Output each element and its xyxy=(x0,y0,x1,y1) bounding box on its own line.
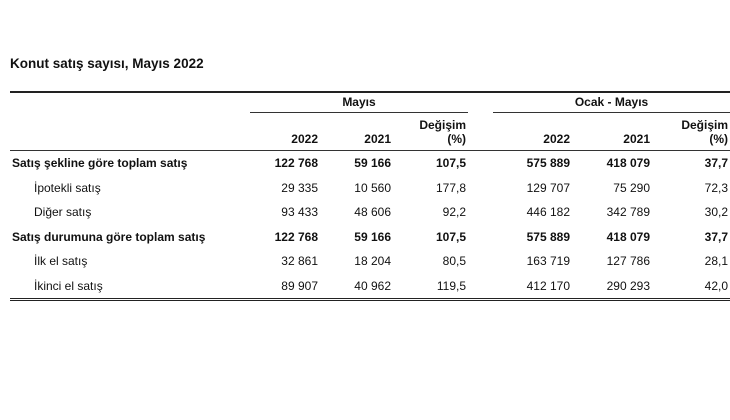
value-cell: 42,0 xyxy=(652,273,730,301)
value-cell: 18 204 xyxy=(354,254,391,269)
value-cell: 80,5 xyxy=(442,254,466,269)
value-cell: 177,8 xyxy=(435,180,466,195)
value-cell: 93 433 xyxy=(281,205,318,220)
value-cell: 72,3 xyxy=(704,180,729,195)
table-row: İkinci el satış 89 907 40 962 119,5 412 170 2… xyxy=(10,273,730,301)
change-header: Değişim xyxy=(681,118,729,132)
value-cell: 446 182 xyxy=(526,205,570,220)
table-title: Konut satış sayısı, Mayıs 2022 xyxy=(10,56,204,71)
value-cell: 107,5 xyxy=(435,229,466,244)
spacer-cell xyxy=(468,176,493,201)
value-cell: 418 079 xyxy=(606,229,650,244)
year-header: 2022 xyxy=(493,132,572,151)
change-header: Değişim xyxy=(419,118,466,132)
value-cell: 119,5 xyxy=(393,273,468,301)
value-cell: 75 290 xyxy=(613,180,650,195)
value-cell: 290 293 xyxy=(572,273,652,301)
year-header: 2022 xyxy=(250,132,320,151)
year-header: 2021 xyxy=(572,132,652,151)
value-cell: 107,5 xyxy=(435,156,466,171)
group-header-mayis: Mayıs xyxy=(250,92,468,113)
value-cell: 28,1 xyxy=(704,254,729,269)
spacer-cell xyxy=(468,249,493,274)
value-cell: 127 786 xyxy=(606,254,650,269)
change-unit: (%) xyxy=(393,132,468,151)
value-cell: 418 079 xyxy=(606,156,650,171)
value-cell: 40 962 xyxy=(320,273,393,301)
group-header-row: Mayıs Ocak - Mayıs xyxy=(10,92,730,113)
value-cell: 575 889 xyxy=(526,229,570,244)
value-cell: 10 560 xyxy=(354,180,391,195)
value-cell: 30,2 xyxy=(704,205,729,220)
spacer-cell xyxy=(468,200,493,225)
table-row: İpotekli satış 29 335 10 560 177,8 129 707 75… xyxy=(10,176,730,201)
value-cell: 37,7 xyxy=(704,229,729,244)
value-cell: 163 719 xyxy=(526,254,570,269)
value-cell: 92,2 xyxy=(442,205,466,220)
value-cell: 412 170 xyxy=(493,273,572,301)
value-cell: 122 768 xyxy=(274,156,318,171)
table-row: Diğer satış 93 433 48 606 92,2 446 182 342 78… xyxy=(10,200,730,225)
value-cell: 129 707 xyxy=(526,180,570,195)
row-label: Satış şekline göre toplam satış xyxy=(12,156,188,171)
value-cell: 575 889 xyxy=(526,156,570,171)
spacer-cell xyxy=(468,273,493,301)
change-header-row: Değişim Değişim xyxy=(10,113,730,132)
value-cell: 89 907 xyxy=(250,273,320,301)
year-header: 2021 xyxy=(320,132,393,151)
value-cell: 48 606 xyxy=(354,205,391,220)
row-label: İkinci el satış xyxy=(10,273,250,301)
value-cell: 59 166 xyxy=(354,229,391,244)
row-label: Satış durumuna göre toplam satış xyxy=(12,229,206,244)
value-cell: 32 861 xyxy=(281,254,318,269)
row-label: İpotekli satış xyxy=(34,180,101,195)
table-row: Satış şekline göre toplam satış 122 768 59… xyxy=(10,151,730,176)
housing-sales-table: Mayıs Ocak - Mayıs Değişim Değişim 2022 … xyxy=(10,91,730,301)
row-label: İlk el satış xyxy=(34,254,88,269)
value-cell: 29 335 xyxy=(281,180,318,195)
table-row: İlk el satış 32 861 18 204 80,5 163 719 127 7… xyxy=(10,249,730,274)
value-cell: 122 768 xyxy=(274,229,318,244)
value-cell: 342 789 xyxy=(606,205,650,220)
group-header-ocak-mayis: Ocak - Mayıs xyxy=(493,92,730,113)
change-unit: (%) xyxy=(652,132,730,151)
table-row: Satış durumuna göre toplam satış 122 768 5… xyxy=(10,225,730,250)
spacer-cell xyxy=(468,151,493,176)
value-cell: 37,7 xyxy=(704,156,729,171)
value-cell: 59 166 xyxy=(354,156,391,171)
spacer-cell xyxy=(468,225,493,250)
year-header-row: 2022 2021 (%) 2022 2021 (%) xyxy=(10,132,730,151)
row-label: Diğer satış xyxy=(34,205,92,220)
